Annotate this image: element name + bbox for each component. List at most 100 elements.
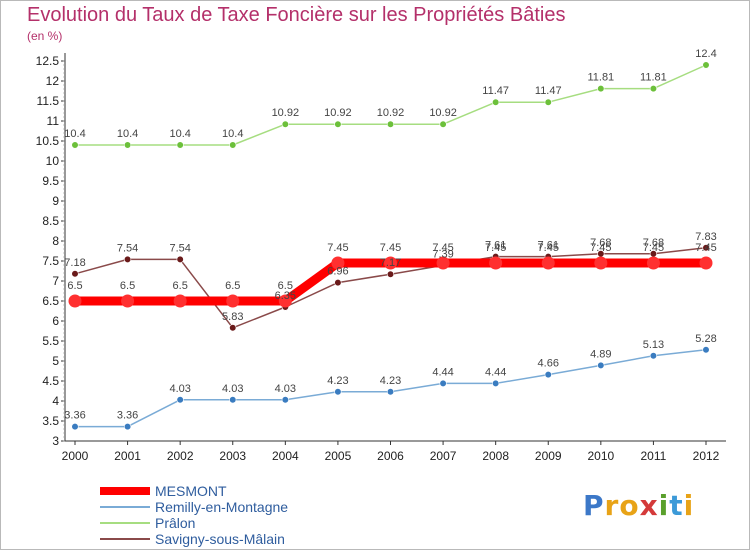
y-tick-label: 11.5 xyxy=(37,94,60,108)
legend-label: Prâlon xyxy=(155,515,196,531)
data-label: 7.18 xyxy=(64,257,85,269)
data-point xyxy=(702,346,710,354)
x-tick-label: 2007 xyxy=(430,449,457,463)
data-label: 5.83 xyxy=(222,311,243,323)
y-tick-label: 5 xyxy=(52,354,59,368)
data-point xyxy=(489,256,503,270)
data-label: 7.39 xyxy=(432,248,453,260)
data-point xyxy=(229,324,237,332)
data-label: 10.4 xyxy=(64,128,85,140)
data-point xyxy=(594,256,608,270)
data-label: 6.96 xyxy=(327,266,348,278)
x-tick-label: 2005 xyxy=(325,449,352,463)
data-label: 7.61 xyxy=(538,240,559,252)
x-tick-label: 2001 xyxy=(114,449,141,463)
data-label: 7.54 xyxy=(117,242,138,254)
data-label: 7.45 xyxy=(695,242,716,254)
unit-label: (en %) xyxy=(27,29,63,43)
data-label: 7.54 xyxy=(169,242,190,254)
data-label: 10.4 xyxy=(169,128,190,140)
data-point xyxy=(123,141,132,149)
x-tick-label: 2002 xyxy=(167,449,194,463)
y-tick-label: 6.5 xyxy=(42,294,59,308)
data-label: 7.83 xyxy=(695,231,716,243)
data-point xyxy=(278,294,292,308)
y-tick-label: 12.5 xyxy=(36,54,60,68)
data-label: 5.28 xyxy=(695,333,716,345)
data-label: 7.45 xyxy=(538,242,559,254)
data-label: 4.66 xyxy=(538,358,559,370)
legend-swatch xyxy=(100,538,150,540)
logo-letter: P xyxy=(583,489,605,522)
data-label: 4.44 xyxy=(432,366,453,378)
y-tick-label: 9 xyxy=(52,194,59,208)
y-tick-label: 10 xyxy=(46,154,60,168)
data-label: 7.45 xyxy=(432,242,453,254)
data-label: 10.92 xyxy=(377,107,405,119)
data-label: 11.81 xyxy=(587,72,614,84)
data-point xyxy=(439,120,447,128)
data-label: 6.5 xyxy=(67,280,82,292)
x-tick-label: 2006 xyxy=(377,449,404,463)
data-label: 7.68 xyxy=(590,237,611,249)
data-label: 11.47 xyxy=(535,85,562,97)
line-chart: 3 3.5 4 4.5 5 5.5 6 6.5 7 7.5 8 8.5 9 9.5 10 10.5 11 11.5… xyxy=(36,48,726,463)
data-point xyxy=(176,396,184,404)
logo-letter: t xyxy=(669,489,684,522)
data-label: 10.4 xyxy=(222,128,243,140)
data-label: 4.23 xyxy=(380,375,401,387)
data-label: 4.89 xyxy=(590,348,611,360)
logo-letter: x xyxy=(639,489,659,522)
axes: 3 3.5 4 4.5 5 5.5 6 6.5 7 7.5 8 8.5 9 9.5 10 10.5 11 11.5… xyxy=(36,53,726,463)
data-point xyxy=(384,256,397,270)
data-label: 4.03 xyxy=(275,383,296,395)
data-point xyxy=(176,141,184,149)
y-tick-label: 4 xyxy=(52,394,59,408)
data-point xyxy=(331,256,345,270)
x-tick-label: 2008 xyxy=(482,449,509,463)
series-layer xyxy=(68,61,713,431)
y-tick-label: 7 xyxy=(52,274,59,288)
data-label: 4.23 xyxy=(327,375,348,387)
proxiti-logo: Proxiti xyxy=(583,489,694,522)
data-point xyxy=(702,61,710,69)
data-point xyxy=(597,84,605,93)
data-label: 10.92 xyxy=(429,107,457,119)
data-label: 4.03 xyxy=(169,383,190,395)
x-tick-label: 2010 xyxy=(587,449,614,463)
data-point xyxy=(229,396,237,404)
data-point xyxy=(649,84,658,93)
data-label: 6.35 xyxy=(275,290,296,302)
data-point xyxy=(492,379,500,388)
logo-letter: r xyxy=(604,489,620,522)
data-point xyxy=(71,141,79,149)
data-label: 10.92 xyxy=(324,107,352,119)
data-point xyxy=(492,98,500,106)
y-tick-label: 7.5 xyxy=(42,254,59,268)
data-label: 5.13 xyxy=(643,339,664,351)
data-labels: 3.36 3.36 4.03 4.03 4.03 4.23 4.23 4.44 4.44 4.66… xyxy=(64,48,716,422)
data-label: 3.36 xyxy=(117,410,138,422)
data-point xyxy=(173,294,187,308)
legend-label: Savigny-sous-Mâlain xyxy=(155,531,285,547)
x-tick-label: 2012 xyxy=(693,449,720,463)
data-point xyxy=(597,361,605,370)
data-label: 12.4 xyxy=(695,48,716,60)
data-point xyxy=(646,256,660,270)
data-point xyxy=(334,388,342,396)
data-point xyxy=(436,256,450,270)
y-tick-label: 11 xyxy=(47,114,60,128)
logo-letter: i xyxy=(683,489,695,522)
data-point xyxy=(281,120,289,128)
y-tick-label: 12 xyxy=(46,74,60,88)
data-label: 6.5 xyxy=(278,280,293,292)
x-tick-label: 2003 xyxy=(219,449,246,463)
data-label: 7.45 xyxy=(327,242,348,254)
chart-title: Evolution du Taux de Taxe Foncière sur l… xyxy=(27,4,566,26)
data-point xyxy=(439,379,447,388)
data-point xyxy=(386,388,395,396)
y-tick-label: 3 xyxy=(52,434,59,448)
data-label: 7.45 xyxy=(485,242,506,254)
y-tick-label: 3.5 xyxy=(42,414,59,428)
data-label: 7.17 xyxy=(380,257,401,269)
